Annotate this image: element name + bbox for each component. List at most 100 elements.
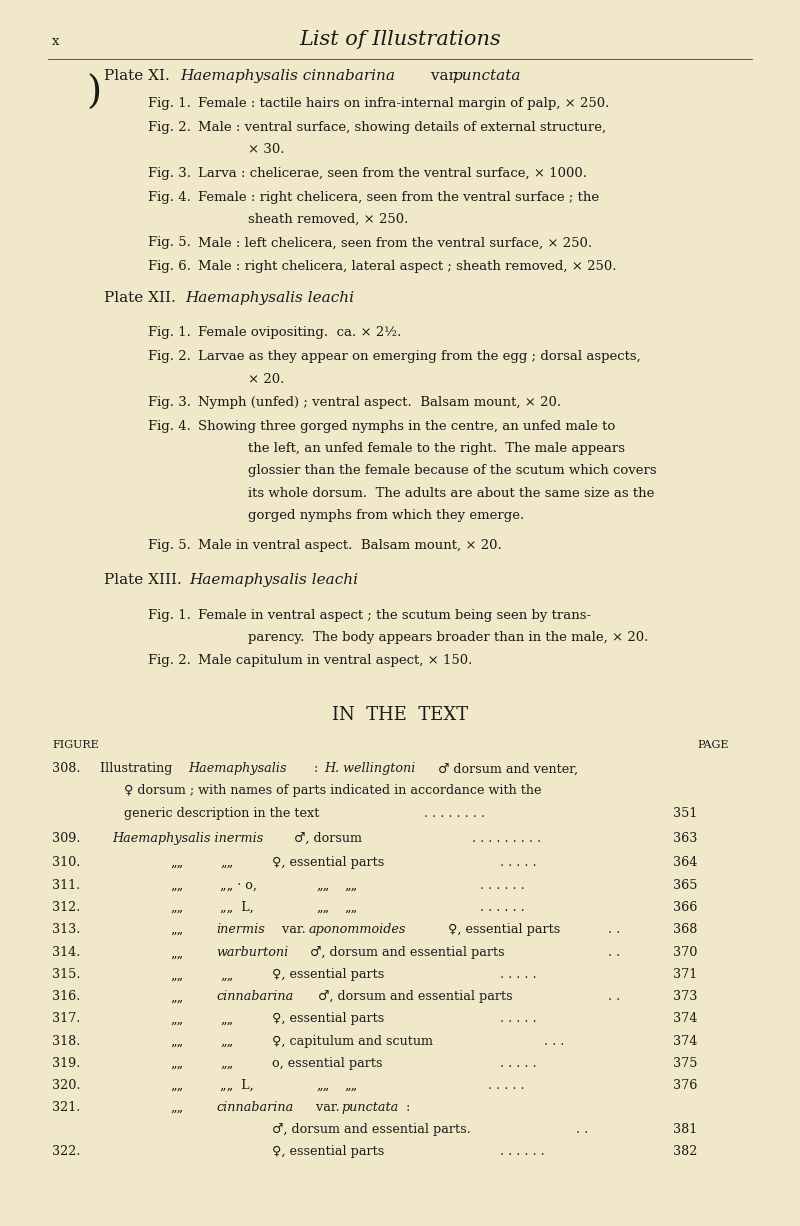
Text: Fig. 5.: Fig. 5. [148,539,191,552]
Text: FIGURE: FIGURE [52,739,98,750]
Text: var.: var. [426,69,464,82]
Text: Male : right chelicera, lateral aspect ; sheath removed, × 250.: Male : right chelicera, lateral aspect ;… [198,260,617,272]
Text: × 30.: × 30. [248,143,285,156]
Text: 351: 351 [674,807,698,819]
Text: Fig. 1.: Fig. 1. [148,326,191,338]
Text: . . . . . .: . . . . . . [500,1145,545,1157]
Text: IN  THE  TEXT: IN THE TEXT [332,706,468,723]
Text: . .: . . [608,946,620,959]
Text: Haemaphysalis: Haemaphysalis [188,763,286,775]
Text: 381: 381 [674,1123,698,1135]
Text: 312.: 312. [52,901,80,913]
Text: „„: „„ [170,856,184,868]
Text: parency.  The body appears broader than in the male, × 20.: parency. The body appears broader than i… [248,631,648,644]
Text: Haemaphysalis inermis: Haemaphysalis inermis [112,832,263,845]
Text: . .: . . [608,923,620,935]
Text: Larva : chelicerae, seen from the ventral surface, × 1000.: Larva : chelicerae, seen from the ventra… [198,167,587,179]
Text: Fig. 1.: Fig. 1. [148,609,191,622]
Text: . . . . .: . . . . . [500,856,537,868]
Text: . . . . . .: . . . . . . [480,879,525,891]
Text: „„: „„ [170,923,184,935]
Text: „„: „„ [170,1057,184,1069]
Text: cinnabarina: cinnabarina [216,991,294,1003]
Text: Fig. 1.: Fig. 1. [148,97,191,109]
Text: 374: 374 [674,1035,698,1047]
Text: „„: „„ [220,1035,234,1047]
Text: 373: 373 [674,991,698,1003]
Text: . . . . . . . .: . . . . . . . . [424,807,485,819]
Text: Fig. 3.: Fig. 3. [148,396,191,408]
Text: sheath removed, × 250.: sheath removed, × 250. [248,213,408,226]
Text: generic description in the text: generic description in the text [124,807,319,819]
Text: 364: 364 [674,856,698,868]
Text: „„: „„ [220,1057,234,1069]
Text: inermis: inermis [216,923,265,935]
Text: Fig. 5.: Fig. 5. [148,237,191,249]
Text: „„: „„ [220,856,234,868]
Text: Showing three gorged nymphs in the centre, an unfed male to: Showing three gorged nymphs in the centr… [198,421,616,433]
Text: 322.: 322. [52,1145,81,1157]
Text: warburtoni: warburtoni [216,946,288,959]
Text: „„: „„ [344,1079,358,1091]
Text: . . . . .: . . . . . [488,1079,525,1091]
Text: „„: „„ [316,901,330,913]
Text: „„: „„ [220,969,234,981]
Text: Fig. 2.: Fig. 2. [148,351,191,363]
Text: List of Illustrations: List of Illustrations [299,31,501,49]
Text: Haemaphysalis cinnabarina: Haemaphysalis cinnabarina [180,69,395,82]
Text: „„  L,: „„ L, [220,901,254,913]
Text: ♀, essential parts: ♀, essential parts [272,1013,384,1025]
Text: ♀, essential parts: ♀, essential parts [272,856,384,868]
Text: 310.: 310. [52,856,80,868]
Text: „„: „„ [170,991,184,1003]
Text: ♂, dorsum and essential parts: ♂, dorsum and essential parts [314,991,513,1003]
Text: ♂, dorsum and essential parts: ♂, dorsum and essential parts [306,946,504,959]
Text: PAGE: PAGE [698,739,729,750]
Text: 376: 376 [674,1079,698,1091]
Text: ♀, essential parts: ♀, essential parts [444,923,560,935]
Text: 319.: 319. [52,1057,80,1069]
Text: 311.: 311. [52,879,80,891]
Text: 317.: 317. [52,1013,80,1025]
Text: . . . . .: . . . . . [500,1013,537,1025]
Text: Illustrating: Illustrating [100,763,176,775]
Text: 366: 366 [674,901,698,913]
Text: „„: „„ [170,1101,184,1113]
Text: ♀, essential parts: ♀, essential parts [272,1145,384,1157]
Text: 375: 375 [673,1057,698,1069]
Text: Haemaphysalis leachi: Haemaphysalis leachi [186,291,354,304]
Text: 314.: 314. [52,946,80,959]
Text: :: : [314,763,322,775]
Text: 320.: 320. [52,1079,81,1091]
Text: 318.: 318. [52,1035,80,1047]
Text: ♂, dorsum: ♂, dorsum [290,832,362,845]
Text: 374: 374 [674,1013,698,1025]
Text: glossier than the female because of the scutum which covers: glossier than the female because of the … [248,465,657,477]
Text: . . . . . . . . .: . . . . . . . . . [472,832,541,845]
Text: 308.: 308. [52,763,81,775]
Text: ): ) [86,75,102,112]
Text: the left, an unfed female to the right.  The male appears: the left, an unfed female to the right. … [248,443,625,455]
Text: . .: . . [608,991,620,1003]
Text: . . . . . .: . . . . . . [480,901,525,913]
Text: Nymph (unfed) ; ventral aspect.  Balsam mount, × 20.: Nymph (unfed) ; ventral aspect. Balsam m… [198,396,562,408]
Text: 370: 370 [674,946,698,959]
Text: „„: „„ [170,1035,184,1047]
Text: Haemaphysalis leachi: Haemaphysalis leachi [190,573,358,586]
Text: cinnabarina: cinnabarina [216,1101,294,1113]
Text: 371: 371 [674,969,698,981]
Text: o, essential parts: o, essential parts [272,1057,382,1069]
Text: 316.: 316. [52,991,80,1003]
Text: :: : [406,1101,410,1113]
Text: ♂, dorsum and essential parts.: ♂, dorsum and essential parts. [272,1123,470,1135]
Text: Larvae as they appear on emerging from the egg ; dorsal aspects,: Larvae as they appear on emerging from t… [198,351,641,363]
Text: var.: var. [312,1101,344,1113]
Text: Male : ventral surface, showing details of external structure,: Male : ventral surface, showing details … [198,121,606,134]
Text: Fig. 2.: Fig. 2. [148,655,191,667]
Text: „„: „„ [170,946,184,959]
Text: ♀ dorsum ; with names of parts indicated in accordance with the: ♀ dorsum ; with names of parts indicated… [124,785,542,797]
Text: Plate XIII.: Plate XIII. [104,573,182,586]
Text: x: x [52,36,59,48]
Text: H. wellingtoni: H. wellingtoni [324,763,415,775]
Text: . . .: . . . [544,1035,564,1047]
